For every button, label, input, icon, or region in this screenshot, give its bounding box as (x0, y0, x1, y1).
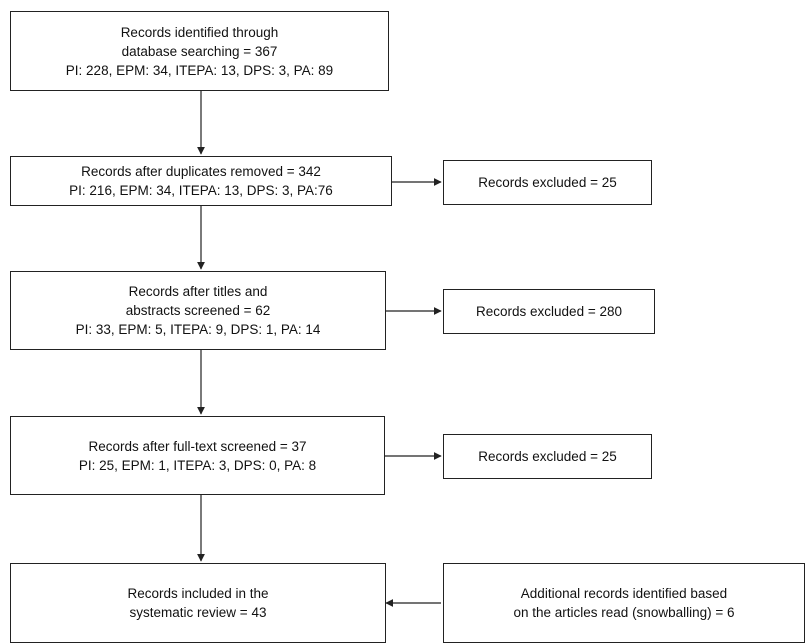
box-line: Records excluded = 25 (478, 175, 617, 190)
box-line: Records excluded = 25 (478, 449, 617, 464)
box-additional-records-snowballing: Additional records identified based on t… (443, 563, 805, 643)
box-line: Records after duplicates removed = 342 (81, 164, 321, 179)
box-line: Records after full-text screened = 37 (88, 438, 307, 454)
box-line: on the articles read (snowballing) = 6 (513, 605, 735, 620)
box-records-excluded-duplicates: Records excluded = 25 (443, 160, 652, 205)
box-line: Records after titles and (128, 284, 268, 299)
box-records-excluded-fulltext: Records excluded = 25 (443, 434, 652, 479)
box-line: abstracts screened = 62 (125, 303, 271, 318)
box-line: Records included in the (127, 586, 269, 601)
box-line: Records excluded = 280 (476, 304, 622, 319)
box-line: PI: 216, EPM: 34, ITEPA: 13, DPS: 3, PA:… (69, 183, 333, 198)
box-records-identified: Records identified through database sear… (10, 11, 389, 91)
box-line: systematic review = 43 (129, 605, 267, 620)
box-records-after-titles-abstracts: Records after titles and abstracts scree… (10, 271, 386, 350)
box-records-after-fulltext: Records after full-text screened = 37 PI… (10, 416, 385, 495)
box-records-after-duplicates: Records after duplicates removed = 342 P… (10, 156, 392, 206)
box-line: PI: 228, EPM: 34, ITEPA: 13, DPS: 3, PA:… (65, 62, 334, 78)
box-line: PI: 25, EPM: 1, ITEPA: 3, DPS: 0, PA: 8 (78, 457, 317, 473)
box-line: Records identified through (120, 24, 279, 40)
box-records-included: Records included in the systematic revie… (10, 563, 386, 643)
box-line: database searching = 367 (121, 43, 278, 59)
box-line: PI: 33, EPM: 5, ITEPA: 9, DPS: 1, PA: 14 (75, 322, 321, 337)
box-records-excluded-titles: Records excluded = 280 (443, 289, 655, 334)
box-line: Additional records identified based (520, 586, 728, 601)
